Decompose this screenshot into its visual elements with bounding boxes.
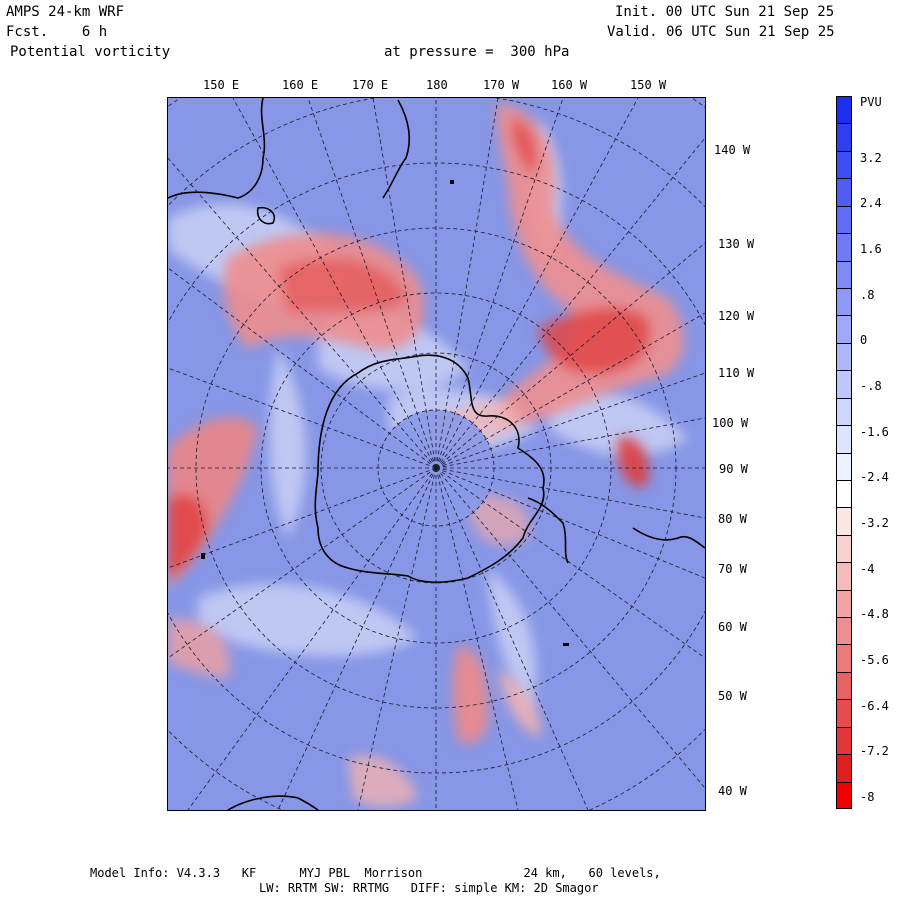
lon-label-top: 160 E (282, 78, 319, 92)
colorbar-label: 2.4 (860, 196, 882, 210)
colorbar-swatch (836, 507, 852, 535)
colorbar-swatch (836, 123, 852, 151)
colorbar-swatch (836, 370, 852, 398)
colorbar-swatch (836, 590, 852, 617)
lon-label-right: 110 W (718, 366, 755, 380)
colorbar-swatch (836, 782, 852, 809)
colorbar-label: 0 (860, 333, 868, 347)
map-panel (168, 98, 705, 810)
colorbar-swatch (836, 644, 852, 672)
colorbar-swatch (836, 754, 852, 782)
lon-label-top: 150 E (203, 78, 240, 92)
colorbar (836, 96, 852, 809)
lon-label-top: 150 W (630, 78, 667, 92)
colorbar-label: -4.8 (860, 607, 889, 621)
colorbar-label: .8 (860, 288, 875, 302)
colorbar-label: -3.2 (860, 516, 889, 530)
colorbar-label: -1.6 (860, 425, 889, 439)
lon-label-right: 90 W (719, 462, 748, 476)
colorbar-swatch (836, 261, 852, 288)
valid-time: Valid. 06 UTC Sun 21 Sep 25 (607, 24, 835, 40)
colorbar-unit: PVU (860, 95, 882, 109)
colorbar-label: -4 (860, 562, 875, 576)
pv-field (168, 98, 705, 810)
lon-label-right: 100 W (712, 416, 749, 430)
colorbar-swatch (836, 343, 852, 370)
colorbar-label: 3.2 (860, 151, 882, 165)
colorbar-label: -.8 (860, 379, 882, 393)
colorbar-swatch (836, 288, 852, 315)
forecast-hour: Fcst. 6 h (6, 24, 108, 40)
colorbar-swatch (836, 315, 852, 343)
lon-label-right: 40 W (718, 784, 747, 798)
colorbar-label: -5.6 (860, 653, 889, 667)
colorbar-swatch (836, 233, 852, 261)
pressure-level: at pressure = 300 hPa (384, 44, 570, 60)
field-name: Potential vorticity (10, 44, 171, 60)
colorbar-swatch (836, 151, 852, 178)
lon-label-right: 80 W (718, 512, 747, 526)
colorbar-label: -6.4 (860, 699, 889, 713)
colorbar-label: -2.4 (860, 470, 889, 484)
colorbar-swatch (836, 398, 852, 425)
lon-label-right: 70 W (718, 562, 747, 576)
coastlines (168, 98, 705, 810)
colorbar-label: -8 (860, 790, 875, 804)
lon-label-right: 120 W (718, 309, 755, 323)
colorbar-swatch (836, 672, 852, 699)
colorbar-swatch (836, 425, 852, 453)
graticule (168, 98, 705, 810)
colorbar-swatch (836, 453, 852, 480)
lon-label-right: 130 W (718, 237, 755, 251)
colorbar-label: 1.6 (860, 242, 882, 256)
lon-label-top: 160 W (551, 78, 588, 92)
colorbar-swatch (836, 535, 852, 562)
colorbar-swatch (836, 699, 852, 727)
colorbar-swatch (836, 206, 852, 233)
colorbar-swatch (836, 617, 852, 644)
model-info-line1: Model Info: V4.3.3 KF MYJ PBL Morrison 2… (90, 866, 661, 880)
model-info-line2: LW: RRTM SW: RRTMG DIFF: simple KM: 2D S… (259, 881, 599, 895)
model-title: AMPS 24-km WRF (6, 4, 125, 20)
lon-label-right: 50 W (718, 689, 747, 703)
colorbar-swatch (836, 178, 852, 206)
init-time: Init. 00 UTC Sun 21 Sep 25 (615, 4, 835, 20)
colorbar-swatch (836, 727, 852, 754)
lon-label-top: 180 (426, 78, 448, 92)
lon-label-top: 170 W (483, 78, 520, 92)
colorbar-label: -7.2 (860, 744, 889, 758)
lon-label-right: 60 W (718, 620, 747, 634)
colorbar-swatch (836, 96, 852, 123)
colorbar-swatch (836, 480, 852, 507)
colorbar-swatch (836, 562, 852, 590)
lon-label-top: 170 E (352, 78, 389, 92)
lon-label-right: 140 W (714, 143, 751, 157)
